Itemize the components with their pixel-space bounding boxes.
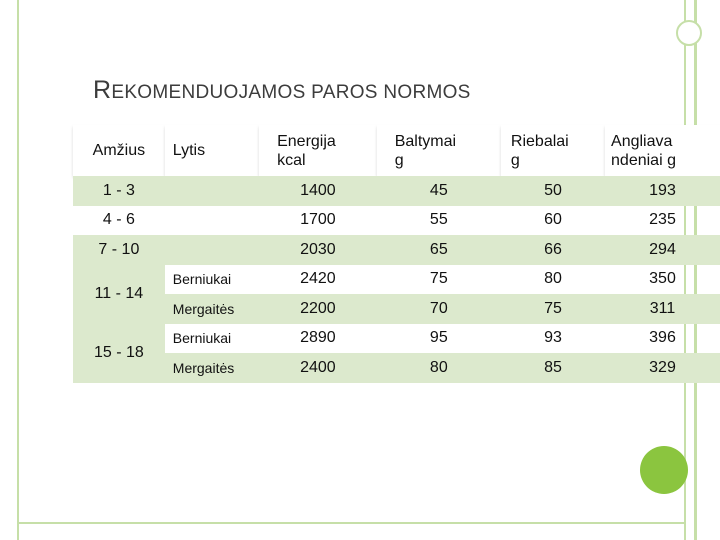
table-header-row: Amžius Lytis Energija kcal Baltymai g Rieb… [73,125,720,176]
header-age: Amžius [73,125,165,176]
cell-sex: Mergaitės [164,353,260,383]
cell-protein: 70 [376,294,501,324]
table-row: 1 - 3 1400 45 50 193 [73,176,720,206]
decorative-right-line [684,0,686,540]
header-fat: Riebalai g [500,125,606,176]
cell-age: 1 - 3 [73,176,165,206]
table-row: 15 - 18 Berniukai 2890 95 93 396 [73,323,720,383]
cell-carbs: 329 [605,353,720,383]
cell-sex: Berniukai [172,271,232,288]
cell-age: 7 - 10 [73,235,165,265]
decorative-circle-filled [640,446,688,494]
header-energy: Energija kcal [259,125,377,176]
cell-protein: 55 [429,211,448,229]
decorative-circle-outline [676,20,702,46]
cell-carbs: 350 [649,270,676,288]
cell-energy: 2420 [300,270,336,288]
header-protein: Baltymai g [376,125,501,176]
cell-energy: 2200 [259,294,377,324]
cell-energy: 2030 [259,235,377,265]
cell-carbs: 193 [605,176,720,206]
cell-carbs: 396 [649,329,676,347]
cell-protein: 45 [376,176,501,206]
cell-fat: 85 [500,353,606,383]
cell-protein: 65 [376,235,501,265]
table-row: 11 - 14 Berniukai 2420 75 80 350 [73,264,720,324]
daily-norms-table: Amžius Lytis Energija kcal Baltymai g Rieb… [73,125,720,383]
cell-energy: 1700 [300,211,336,229]
cell-sex: Berniukai [172,330,232,347]
cell-carbs: 235 [649,211,676,229]
cell-fat: 93 [544,329,562,347]
cell-fat: 60 [544,211,562,229]
slide-title-rest: EKOMENDUOJAMOS PAROS NORMOS [111,82,471,103]
cell-carbs: 294 [605,235,720,265]
decorative-right-line-outer [694,0,697,540]
slide-title: REKOMENDUOJAMOS PAROS NORMOS [93,76,471,105]
cell-age: 4 - 6 [102,211,135,229]
cell-protein: 80 [376,353,501,383]
table-row: 4 - 6 1700 55 60 235 [73,206,720,236]
slide-title-initial: R [93,76,112,104]
cell-age: 11 - 14 [73,264,165,324]
decorative-bottom-line [17,522,685,524]
table-row: Mergaitės 2400 80 85 329 [73,353,720,383]
cell-energy: 1400 [259,176,377,206]
cell-sex [164,235,260,265]
header-sex: Lytis [164,125,260,176]
table-row: Mergaitės 2200 70 75 311 [73,294,720,324]
cell-sex: Mergaitės [164,294,260,324]
header-carbs: Angliava ndeniai g [605,125,720,176]
cell-protein: 75 [429,270,448,288]
cell-carbs: 311 [605,294,720,324]
cell-age: 15 - 18 [73,323,165,383]
cell-fat: 50 [500,176,606,206]
cell-sex [164,176,260,206]
cell-energy: 2400 [259,353,377,383]
cell-energy: 2890 [300,329,336,347]
cell-fat: 75 [500,294,606,324]
cell-protein: 95 [429,329,448,347]
cell-fat: 80 [544,270,562,288]
cell-sex [165,206,259,236]
cell-fat: 66 [500,235,606,265]
decorative-left-line [17,0,19,540]
table-row: 7 - 10 2030 65 66 294 [73,235,720,265]
